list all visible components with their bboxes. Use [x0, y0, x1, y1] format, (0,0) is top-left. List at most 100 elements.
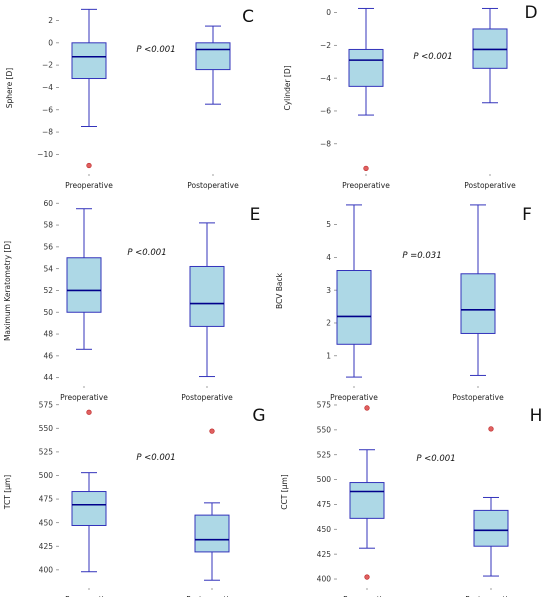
y-tick-label: −10 — [37, 150, 53, 159]
y-tick-label: −4 — [320, 74, 331, 83]
category-label: Preoperative — [330, 393, 378, 402]
y-tick-label: −2 — [42, 61, 53, 70]
outlier-point — [86, 162, 92, 169]
y-tick-label: −6 — [320, 107, 331, 116]
panel-c: −10 −8 −6 −4 −2 0 2 Sphere [D] Preoperative Posto… — [5, 7, 254, 190]
y-tick-label: 3 — [326, 286, 331, 295]
y-tick-label: 400 — [317, 575, 332, 584]
outlier-point — [209, 428, 215, 434]
y-tick-label: 52 — [43, 286, 53, 295]
p-value-label: P <0.001 — [416, 454, 455, 464]
y-tick-label: 0 — [48, 38, 53, 47]
y-tick-label: 500 — [317, 475, 332, 484]
category-label: Postoperative — [187, 181, 239, 190]
y-tick-label: 58 — [43, 221, 53, 230]
y-tick-label: 48 — [43, 330, 53, 339]
panel-letter: G — [252, 406, 265, 426]
y-tick-label: 575 — [317, 401, 332, 410]
y-tick-label: 56 — [43, 242, 53, 251]
y-tick-label: −4 — [42, 83, 53, 92]
y-tick-label: 525 — [39, 447, 54, 456]
y-tick-label: 450 — [317, 525, 332, 534]
y-tick-label: −2 — [320, 41, 331, 50]
y-tick-label: 54 — [43, 264, 53, 273]
y-tick-label: 50 — [43, 308, 53, 317]
box-preoperative: Preoperative — [65, 8, 113, 190]
y-tick-label: 475 — [317, 500, 332, 509]
category-label: Preoperative — [342, 181, 390, 190]
y-tick-label: 44 — [43, 373, 53, 382]
outlier-point — [363, 165, 369, 172]
y-axis-label: BCV Back — [275, 272, 284, 309]
outlier-point — [364, 405, 370, 411]
y-tick-label: 1 — [326, 351, 331, 360]
box-preoperative: Preoperative — [65, 409, 113, 597]
p-value-label: P <0.001 — [127, 248, 166, 258]
y-tick-label: 0 — [326, 8, 331, 17]
y-tick-label: 550 — [317, 425, 332, 434]
y-tick-label: 46 — [43, 351, 53, 360]
panel-letter: F — [522, 205, 532, 225]
p-value-label: P <0.001 — [413, 52, 452, 62]
y-tick-label: 525 — [317, 450, 332, 459]
box-postoperative: Postoperative — [187, 25, 239, 190]
iqr-box — [71, 42, 107, 80]
iqr-box — [472, 28, 508, 69]
box-postoperative: Postoperative — [465, 426, 517, 597]
category-label: Postoperative — [186, 595, 238, 597]
y-tick-label: 550 — [39, 424, 54, 433]
box-preoperative: Preoperative — [343, 405, 391, 597]
outlier-point — [86, 409, 92, 415]
panel-d: −8 −6 −4 −2 0 Cylinder [D] Preoperative Postope… — [283, 3, 538, 190]
panel-g: 400 425 450 475 500 525 550 575 TCT [μm] Preopera… — [3, 400, 266, 597]
y-tick-label: −8 — [320, 139, 331, 148]
iqr-box — [473, 509, 509, 547]
y-axis-label: Cylinder [D] — [283, 65, 292, 110]
panel-f: 1 2 3 4 5 BCV Back Preoperative Postoperative P … — [275, 204, 532, 402]
y-tick-label: −6 — [42, 105, 53, 114]
y-tick-label: 425 — [317, 550, 332, 559]
box-postoperative: Postoperative — [181, 222, 233, 402]
outlier-point — [488, 426, 494, 432]
y-tick-label: 5 — [326, 220, 331, 229]
p-value-label: P <0.001 — [136, 453, 175, 463]
iqr-box — [66, 257, 102, 313]
y-tick-label: 2 — [48, 16, 53, 25]
box-preoperative: Preoperative — [60, 208, 108, 402]
box-postoperative: Postoperative — [186, 428, 238, 597]
p-value-label: P <0.001 — [136, 45, 175, 55]
p-value-label: P =0.031 — [402, 251, 441, 261]
iqr-box — [348, 48, 384, 87]
y-tick-label: 2 — [326, 319, 331, 328]
y-tick-label: 425 — [39, 542, 54, 551]
y-tick-label: 450 — [39, 518, 54, 527]
outlier-point — [364, 574, 370, 580]
panel-letter: H — [530, 406, 543, 426]
iqr-box — [189, 265, 225, 327]
iqr-box — [194, 514, 230, 553]
box-postoperative: Postoperative — [464, 7, 516, 190]
category-label: Preoperative — [65, 181, 113, 190]
iqr-box — [349, 482, 385, 519]
category-label: Postoperative — [464, 181, 516, 190]
y-tick-label: 500 — [39, 471, 54, 480]
panel-letter: E — [250, 205, 261, 225]
category-label: Postoperative — [452, 393, 504, 402]
box-postoperative: Postoperative — [452, 204, 504, 402]
box-preoperative: Preoperative — [330, 204, 378, 402]
iqr-box — [336, 270, 372, 345]
iqr-box — [71, 491, 107, 526]
panel-h: 400 425 450 475 500 525 550 575 CCT [μm] Preopera… — [280, 401, 542, 597]
y-tick-label: −8 — [42, 128, 53, 137]
category-label: Preoperative — [343, 595, 391, 597]
y-axis-label: CCT [μm] — [280, 474, 289, 509]
category-label: Preoperative — [65, 595, 113, 597]
category-label: Preoperative — [60, 393, 108, 402]
y-axis-label: Maximum Keratometry [D] — [3, 241, 12, 341]
y-axis-label: Sphere [D] — [5, 68, 14, 109]
iqr-box — [460, 273, 496, 334]
y-axis-label: TCT [μm] — [3, 475, 12, 510]
box-preoperative: Preoperative — [342, 7, 390, 190]
y-tick-label: 475 — [39, 495, 54, 504]
